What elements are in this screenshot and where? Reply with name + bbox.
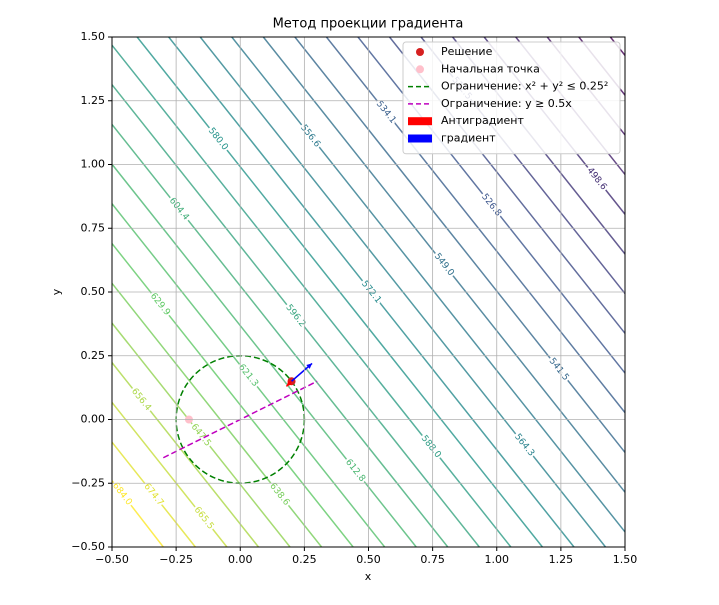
arrow-head xyxy=(286,380,293,387)
y-tick-label: 1.25 xyxy=(81,94,106,107)
x-axis-label: x xyxy=(365,570,372,583)
x-tick-label: 1.00 xyxy=(485,553,510,566)
x-tick-label: −0.50 xyxy=(95,553,129,566)
legend-patch xyxy=(408,117,432,126)
contour-line xyxy=(112,362,260,547)
legend-label: градиент xyxy=(441,132,496,145)
x-tick-label: 1.50 xyxy=(613,553,638,566)
legend-label: Начальная точка xyxy=(441,62,540,75)
legend-label: Решение xyxy=(441,45,493,58)
y-axis-label: y xyxy=(50,288,63,295)
y-tick-label: 0.25 xyxy=(81,349,106,362)
y-tick-label: 0.75 xyxy=(81,221,106,234)
arrow xyxy=(285,380,293,387)
x-tick-label: 0.25 xyxy=(292,553,317,566)
x-tick-label: −0.25 xyxy=(159,553,193,566)
contour-line xyxy=(112,123,449,547)
x-tick-label: 0.75 xyxy=(420,553,445,566)
contour-line xyxy=(112,480,164,547)
arrow-head xyxy=(306,363,313,369)
y-tick-label: 1.50 xyxy=(81,30,106,43)
contour-line xyxy=(112,441,196,547)
legend-label: Ограничение: x² + y² ≤ 0.25² xyxy=(441,80,608,93)
y-tick-label: 0.00 xyxy=(81,413,106,426)
contour-line xyxy=(294,37,625,453)
arrow xyxy=(291,362,313,382)
contour-line xyxy=(325,37,625,414)
contour-line xyxy=(112,203,386,547)
contour-line xyxy=(112,84,480,547)
legend-marker xyxy=(416,48,424,56)
x-tick-label: 0.00 xyxy=(228,553,253,566)
legend-marker xyxy=(416,65,424,74)
axes-frame xyxy=(111,36,626,548)
contour-line xyxy=(231,37,625,533)
legend: Решение Начальная точка Ограничение: x² + … xyxy=(402,41,621,155)
legend-patch xyxy=(408,134,432,143)
contour-line xyxy=(112,401,228,547)
contour-line xyxy=(112,322,291,547)
contour-line xyxy=(112,282,323,547)
y-tick-label: −0.25 xyxy=(71,476,105,489)
legend-label: Антиградиент xyxy=(441,114,524,127)
y-tick-label: 1.00 xyxy=(81,158,106,171)
x-tick-label: 1.25 xyxy=(549,553,574,566)
legend-label: Ограничение: y ≥ 0.5x xyxy=(441,97,572,110)
contour-line xyxy=(262,37,625,493)
contour-line xyxy=(112,44,512,547)
legend-box xyxy=(402,41,621,155)
chart-title: Метод проекции градиента xyxy=(273,17,464,32)
contour-line xyxy=(357,37,625,374)
contour-line xyxy=(112,243,354,547)
x-tick-label: 0.50 xyxy=(356,553,381,566)
y-tick-label: 0.50 xyxy=(81,285,106,298)
y-tick-label: −0.50 xyxy=(71,540,105,553)
